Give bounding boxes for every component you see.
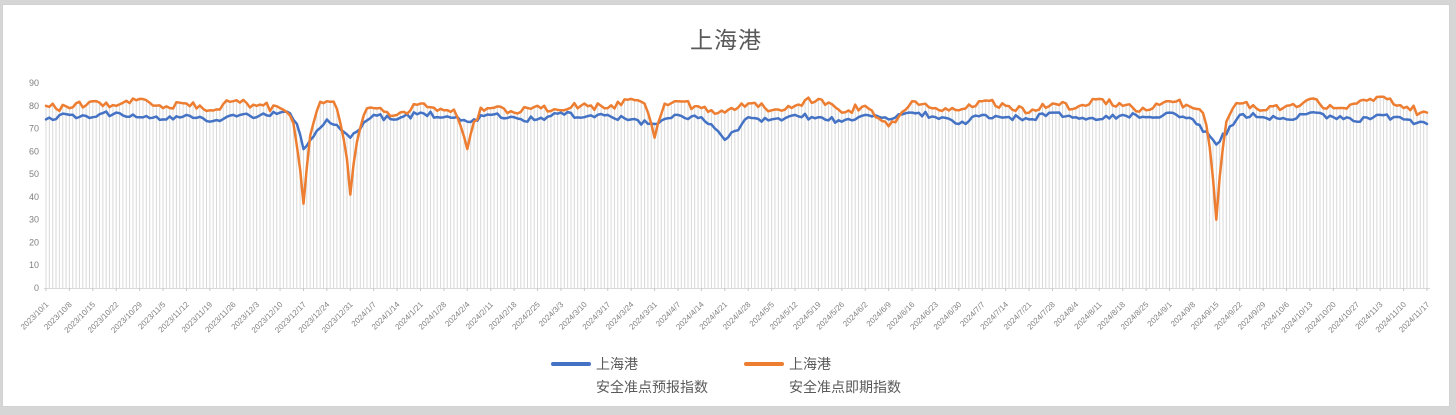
y-axis-label: 90 (29, 78, 39, 88)
y-axis-label: 10 (29, 260, 39, 270)
legend-item-spot: 上海港 安全准点即期指数 (744, 353, 901, 398)
y-axis-label: 70 (29, 124, 39, 134)
y-axis-label: 0 (34, 283, 39, 293)
y-axis-label: 40 (29, 192, 39, 202)
legend-label-spot: 上海港 安全准点即期指数 (789, 356, 901, 395)
legend-line-swatch-spot (744, 362, 784, 367)
y-axis-label: 20 (29, 237, 39, 247)
series-line-forecast (44, 110, 1429, 151)
plot-area: 2023/10/12023/10/82023/10/152023/10/2220… (19, 78, 1432, 335)
legend-item-forecast: 上海港 安全准点预报指数 (551, 353, 708, 398)
series-line-spot (44, 95, 1429, 221)
line-chart: 上海港 2023/10/1 2023/10/8 2023/10/15 2023/10/… (2, 4, 1450, 407)
chart-legend: 上海港 安全准点预报指数 上海港 安全准点即期指数 (3, 353, 1449, 398)
y-axis-label: 50 (29, 169, 39, 179)
y-axis-label: 60 (29, 146, 39, 156)
legend-line-swatch-forecast (551, 362, 591, 367)
chart-title: 上海港 (690, 27, 762, 53)
y-axis-label: 80 (29, 101, 39, 111)
y-axis-label: 30 (29, 215, 39, 225)
drop-lines (45, 96, 1428, 288)
legend-label-forecast: 上海港 安全准点预报指数 (596, 356, 708, 395)
